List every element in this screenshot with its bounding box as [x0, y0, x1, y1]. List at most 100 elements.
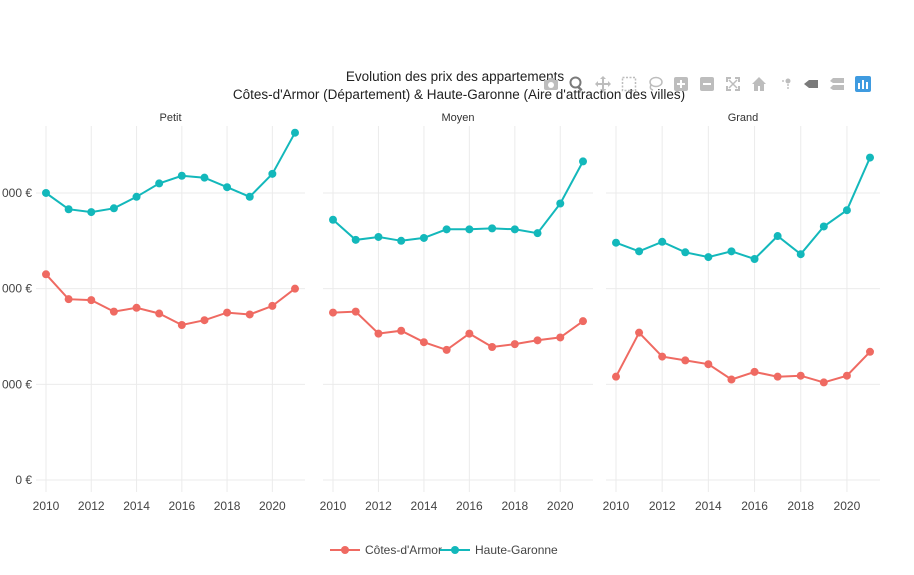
data-point[interactable] [488, 224, 497, 233]
hover-compare-icon[interactable] [826, 73, 848, 95]
data-point[interactable] [635, 247, 644, 256]
data-point[interactable] [42, 270, 50, 279]
data-point[interactable] [773, 232, 782, 241]
data-point[interactable] [727, 247, 736, 256]
data-point[interactable] [109, 204, 118, 213]
data-point[interactable] [223, 183, 232, 192]
legend: Côtes-d'Armor Haute-Garonne [330, 543, 558, 557]
data-point[interactable] [727, 375, 736, 384]
pan-icon[interactable] [592, 73, 614, 95]
data-point[interactable] [42, 188, 50, 197]
y-tick-label: 0 € [15, 473, 32, 487]
spike-lines-icon[interactable] [774, 73, 796, 95]
data-point[interactable] [533, 336, 542, 345]
data-point[interactable] [465, 329, 474, 338]
data-point[interactable] [268, 169, 277, 178]
data-point[interactable] [635, 328, 644, 337]
data-point[interactable] [579, 157, 587, 166]
data-point[interactable] [177, 171, 186, 180]
data-point[interactable] [87, 296, 96, 305]
x-tick-label: 2016 [456, 499, 483, 513]
data-point[interactable] [351, 307, 360, 316]
data-point[interactable] [397, 326, 406, 335]
data-point[interactable] [842, 206, 851, 215]
data-point[interactable] [773, 372, 782, 381]
data-point[interactable] [612, 372, 620, 381]
zoom-in-icon[interactable] [670, 73, 692, 95]
data-point[interactable] [681, 356, 690, 365]
data-point[interactable] [658, 352, 667, 361]
data-point[interactable] [510, 340, 519, 349]
zoom-out-icon[interactable] [696, 73, 718, 95]
data-point[interactable] [704, 360, 713, 369]
chart-title-line2: Côtes-d'Armor (Département) & Haute-Garo… [233, 87, 685, 102]
x-tick-label: 2014 [123, 499, 150, 513]
data-point[interactable] [866, 347, 874, 356]
data-point[interactable] [329, 215, 337, 224]
data-point[interactable] [796, 250, 805, 259]
data-point[interactable] [132, 303, 141, 312]
data-point[interactable] [329, 308, 337, 317]
autoscale-icon[interactable] [722, 73, 744, 95]
data-point[interactable] [866, 153, 874, 162]
camera-icon[interactable] [540, 73, 562, 95]
data-point[interactable] [750, 254, 759, 263]
data-point[interactable] [64, 205, 73, 214]
data-point[interactable] [681, 248, 690, 257]
data-point[interactable] [819, 222, 828, 231]
lasso-select-icon[interactable] [644, 73, 666, 95]
data-point[interactable] [442, 225, 451, 234]
x-tick-label: 2018 [501, 499, 528, 513]
x-tick-label: 2020 [834, 499, 861, 513]
data-point[interactable] [819, 378, 828, 387]
facet-label: Moyen [441, 112, 474, 124]
data-point[interactable] [351, 235, 360, 244]
data-point[interactable] [579, 317, 587, 326]
data-point[interactable] [533, 229, 542, 238]
data-point[interactable] [268, 301, 277, 310]
legend-item[interactable]: Haute-Garonne [440, 543, 558, 557]
data-point[interactable] [155, 179, 164, 188]
data-point[interactable] [109, 307, 118, 316]
data-point[interactable] [223, 308, 232, 317]
data-point[interactable] [612, 238, 620, 247]
data-point[interactable] [64, 295, 73, 304]
box-select-icon[interactable] [618, 73, 640, 95]
plotly-logo-icon[interactable] [852, 73, 874, 95]
data-point[interactable] [291, 128, 299, 137]
data-point[interactable] [465, 225, 474, 234]
x-tick-label: 2020 [259, 499, 286, 513]
data-point[interactable] [397, 236, 406, 245]
zoom-icon[interactable] [566, 73, 588, 95]
data-point[interactable] [177, 321, 186, 330]
series-line-cotes-darmor [45, 273, 296, 327]
data-point[interactable] [556, 199, 565, 208]
data-point[interactable] [245, 310, 254, 319]
data-point[interactable] [658, 237, 667, 246]
data-point[interactable] [245, 192, 254, 201]
y-tick-label: 000 € [2, 186, 32, 200]
data-point[interactable] [796, 371, 805, 380]
data-point[interactable] [442, 345, 451, 354]
x-tick-label: 2012 [78, 499, 105, 513]
data-point[interactable] [87, 208, 96, 217]
data-point[interactable] [291, 284, 299, 293]
data-point[interactable] [200, 316, 209, 325]
hover-closest-icon[interactable] [800, 73, 822, 95]
legend-item[interactable]: Côtes-d'Armor [330, 543, 442, 557]
data-point[interactable] [419, 233, 428, 242]
data-point[interactable] [510, 225, 519, 234]
data-point[interactable] [842, 371, 851, 380]
data-point[interactable] [556, 333, 565, 342]
data-point[interactable] [704, 253, 713, 262]
data-point[interactable] [750, 367, 759, 376]
data-point[interactable] [155, 309, 164, 318]
data-point[interactable] [488, 343, 497, 352]
data-point[interactable] [374, 329, 383, 338]
data-point[interactable] [132, 192, 141, 201]
data-point[interactable] [374, 232, 383, 241]
data-point[interactable] [200, 173, 209, 182]
data-point[interactable] [419, 338, 428, 347]
reset-axes-icon[interactable] [748, 73, 770, 95]
